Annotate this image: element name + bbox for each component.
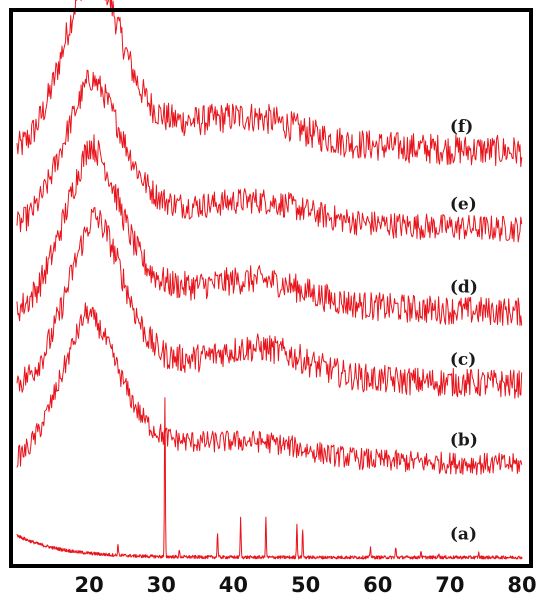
series-c-trace <box>16 207 523 399</box>
series-e-trace <box>16 69 523 243</box>
x-tick-label-70: 70 <box>435 573 464 597</box>
curve-label-c: (c) <box>450 350 476 370</box>
series-f-trace <box>16 0 523 168</box>
x-tick-label-40: 40 <box>219 573 248 597</box>
curve-label-f: (f) <box>450 117 473 137</box>
curve-labels-group: (f) (e) (d) (c) (b) (a) <box>450 117 478 545</box>
x-tick-label-20: 20 <box>74 573 103 597</box>
plot-frame <box>9 8 533 568</box>
x-axis-ticks: 20 30 40 50 60 70 80 <box>74 573 536 597</box>
series-d-trace <box>16 134 523 326</box>
curve-label-a: (a) <box>450 524 477 544</box>
x-tick-label-30: 30 <box>147 573 176 597</box>
curve-label-d: (d) <box>450 278 478 298</box>
series-a-trace <box>16 397 523 560</box>
x-tick-label-50: 50 <box>291 573 320 597</box>
series-b-trace <box>16 302 523 476</box>
traces-group <box>16 0 523 560</box>
x-tick-label-80: 80 <box>507 573 536 597</box>
curve-label-e: (e) <box>450 195 477 215</box>
x-tick-label-60: 60 <box>363 573 392 597</box>
curve-label-b: (b) <box>450 430 478 450</box>
